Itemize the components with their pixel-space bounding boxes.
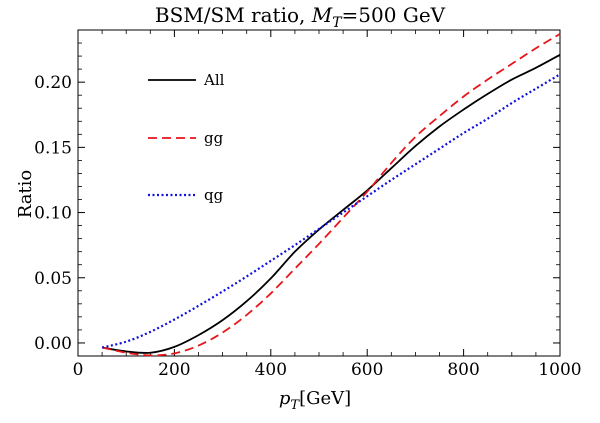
legend-label-all: All — [203, 71, 225, 89]
x-tick-label: 200 — [158, 360, 190, 380]
series-line-qg — [101, 73, 561, 349]
series-layer — [101, 33, 561, 357]
y-tick-label: 0.20 — [34, 73, 72, 93]
y-tick-label: 0.00 — [34, 334, 72, 354]
legend: All gg qg — [148, 71, 225, 204]
x-tick-label: 400 — [255, 360, 287, 380]
y-tick-label: 0.10 — [34, 204, 72, 224]
x-tick-label: 800 — [447, 360, 479, 380]
axis-ticks: 0 200 400 600 800 1000 0.00 0.05 0.10 0.15 0.20 — [34, 29, 582, 380]
y-axis-label: Ratio — [15, 170, 36, 219]
series-line-all — [101, 53, 561, 354]
y-tick-label: 0.15 — [34, 138, 72, 158]
x-tick-label: 1000 — [538, 360, 581, 380]
legend-label-qg: qg — [204, 186, 224, 204]
x-axis-label: pT[GeV] — [279, 388, 351, 413]
legend-label-gg: gg — [204, 129, 224, 147]
chart-title: BSM/SM ratio, MT=500 GeV — [155, 3, 446, 31]
x-tick-label: 0 — [73, 360, 84, 380]
x-tick-label: 600 — [351, 360, 383, 380]
y-tick-label: 0.05 — [34, 269, 72, 289]
series-line-gg — [101, 33, 561, 357]
